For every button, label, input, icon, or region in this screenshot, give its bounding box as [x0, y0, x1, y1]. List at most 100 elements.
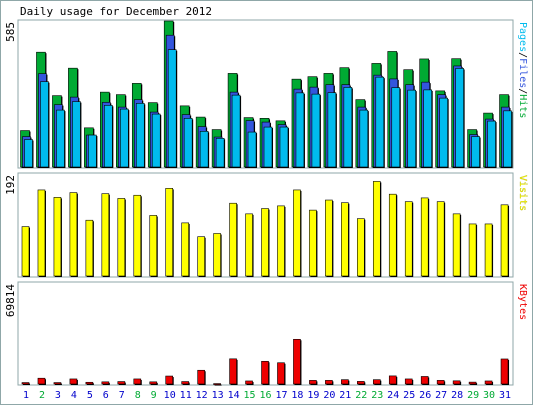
legend-entry-1: /	[517, 52, 528, 58]
pages-bar-18	[295, 92, 305, 168]
x-label-day-10: 10	[164, 390, 176, 401]
pages-bar-8	[135, 103, 145, 168]
kbytes-bar-13	[213, 383, 221, 385]
visits-bar-19	[309, 209, 317, 277]
visits-bar-14	[229, 202, 237, 277]
legend: KBytes	[517, 284, 528, 320]
visits-bar-16	[261, 208, 269, 277]
kbytes-bar-10	[165, 375, 174, 385]
kbytes-bar-26	[420, 376, 429, 385]
x-label-day-21: 21	[339, 390, 351, 401]
visits-bar-24	[388, 193, 397, 277]
kbytes-bar-2	[37, 377, 46, 385]
kbytes-bar-14	[229, 358, 237, 385]
legend-entry-0: Pages	[517, 22, 528, 52]
visits-bar-30	[484, 223, 493, 277]
x-label-day-19: 19	[307, 390, 319, 401]
kbytes-bar-25	[404, 378, 413, 385]
pages-bar-5	[88, 134, 97, 168]
x-label-day-23: 23	[371, 390, 383, 401]
visits-bar-23	[372, 181, 381, 277]
pages-bar-28	[455, 68, 464, 168]
kbytes-bar-17	[277, 362, 285, 385]
pages-bar-29	[471, 136, 480, 168]
kbytes-bar-11	[181, 381, 189, 385]
visits-bar-22	[357, 218, 365, 277]
legend: Pages/Files/Hits	[517, 22, 528, 118]
panel-visits: 192 Visits	[4, 172, 528, 278]
x-axis-labels: 1 2 3 4 5 6 7 8 9 10 11 12 13 14 15 16 17 18 19 20 21 22 23 24 2…	[23, 390, 511, 401]
kbytes-bar-29	[468, 381, 477, 385]
visits-bar-29	[468, 223, 477, 277]
pages-bar-2	[40, 81, 49, 168]
visits-bar-8	[133, 194, 142, 277]
visits-bar-21	[341, 202, 349, 277]
x-label-day-6: 6	[103, 390, 109, 401]
pages-bar-6	[104, 105, 113, 168]
kbytes-bar-3	[53, 382, 62, 385]
kbytes-bar-20	[325, 380, 333, 385]
pages-bar-31	[503, 110, 512, 168]
x-label-day-31: 31	[499, 390, 511, 401]
x-label-day-20: 20	[323, 390, 335, 401]
kbytes-bar-31	[500, 358, 509, 385]
kbytes-bar-21	[341, 379, 349, 385]
visits-bar-31	[500, 204, 509, 277]
x-label-day-18: 18	[291, 390, 303, 401]
pages-bar-11	[183, 118, 193, 168]
legend-entry-0: KBytes	[517, 284, 528, 320]
kbytes-bar-22	[357, 381, 365, 385]
pages-bar-25	[407, 89, 417, 168]
x-label-day-16: 16	[259, 390, 271, 401]
pages-bar-7	[120, 108, 129, 168]
pages-bar-26	[423, 89, 432, 168]
visits-bar-11	[181, 222, 189, 277]
pages-bar-23	[375, 76, 385, 168]
visits-bar-13	[213, 233, 221, 277]
visits-bar-25	[404, 201, 413, 277]
visits-bar-6	[101, 193, 110, 277]
pages-bar-10	[167, 49, 177, 168]
x-label-day-9: 9	[151, 390, 157, 401]
visits-bar-12	[197, 236, 205, 277]
pages-bar-1	[24, 139, 33, 168]
kbytes-bar-27	[436, 380, 445, 385]
pages-bar-9	[151, 113, 161, 168]
kbytes-bar-28	[452, 380, 461, 385]
legend-entry-2: Files	[517, 58, 528, 88]
pages-bar-12	[199, 131, 209, 168]
visits-bar-3	[53, 197, 62, 277]
pages-bar-20	[327, 92, 337, 168]
visits-bar-27	[436, 201, 445, 277]
visits-bar-10	[165, 188, 174, 277]
kbytes-bar-13-shadow	[214, 384, 222, 386]
kbytes-bar-1	[21, 382, 30, 385]
pages-bar-19	[311, 93, 321, 168]
visits-bar-9	[149, 215, 158, 277]
visits-bar-18	[293, 189, 301, 277]
y-max-label: 585	[4, 22, 17, 42]
pages-bar-14	[231, 94, 241, 168]
x-label-day-5: 5	[87, 390, 93, 401]
kbytes-bar-18	[293, 338, 301, 385]
y-max-label: 192	[4, 175, 17, 195]
visits-bar-7	[117, 198, 126, 277]
x-label-day-27: 27	[435, 390, 447, 401]
legend-entry-4: Hits	[517, 94, 528, 118]
x-label-day-12: 12	[196, 390, 208, 401]
x-label-day-17: 17	[275, 390, 287, 401]
chart-title: Daily usage for December 2012	[20, 5, 212, 18]
x-label-day-14: 14	[228, 390, 240, 401]
x-label-day-15: 15	[243, 390, 255, 401]
hits-files-pages-bars	[20, 20, 513, 169]
x-label-day-28: 28	[451, 390, 463, 401]
visits-bar-2	[37, 189, 46, 277]
visits-bar-17	[277, 205, 285, 277]
pages-bar-30	[487, 120, 496, 168]
legend-entry-0: Visits	[517, 175, 528, 211]
kbytes-bar-24	[388, 375, 397, 385]
pages-bar-17	[279, 126, 289, 168]
